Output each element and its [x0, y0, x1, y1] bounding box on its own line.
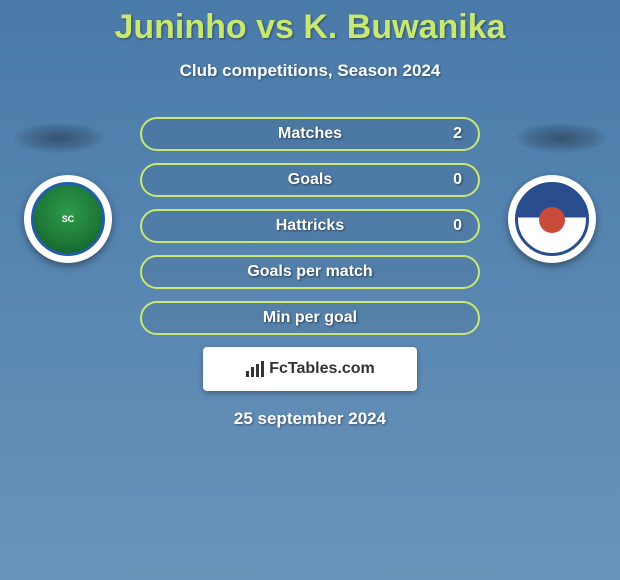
- stat-label: Hattricks: [276, 217, 344, 235]
- club-badge-left: SC: [24, 175, 112, 263]
- stat-row-min-per-goal: Min per goal: [140, 301, 480, 335]
- chart-icon: [245, 360, 265, 378]
- stat-label: Matches: [278, 125, 342, 143]
- club-badge-left-inner: SC: [31, 182, 105, 256]
- club-badge-right-inner: [515, 182, 589, 256]
- page-title: Juninho vs K. Buwanika: [0, 0, 620, 47]
- player-shadow-left: [14, 123, 104, 153]
- stat-row-matches: Matches 2: [140, 117, 480, 151]
- subtitle: Club competitions, Season 2024: [0, 61, 620, 81]
- logo: FcTables.com: [245, 360, 375, 378]
- stat-value: 0: [453, 217, 462, 235]
- logo-text: FcTables.com: [269, 360, 375, 378]
- stat-row-goals: Goals 0: [140, 163, 480, 197]
- logo-box: FcTables.com: [203, 347, 417, 391]
- stat-value: 0: [453, 171, 462, 189]
- stat-row-goals-per-match: Goals per match: [140, 255, 480, 289]
- stat-label: Min per goal: [263, 309, 357, 327]
- stats-area: SC Matches 2 Goals 0 Hattricks 0 Goals p…: [0, 117, 620, 429]
- stat-label: Goals per match: [247, 263, 372, 281]
- date: 25 september 2024: [0, 409, 620, 429]
- stat-row-hattricks: Hattricks 0: [140, 209, 480, 243]
- stat-label: Goals: [288, 171, 332, 189]
- stat-value: 2: [453, 125, 462, 143]
- player-shadow-right: [516, 123, 606, 153]
- club-badge-right: [508, 175, 596, 263]
